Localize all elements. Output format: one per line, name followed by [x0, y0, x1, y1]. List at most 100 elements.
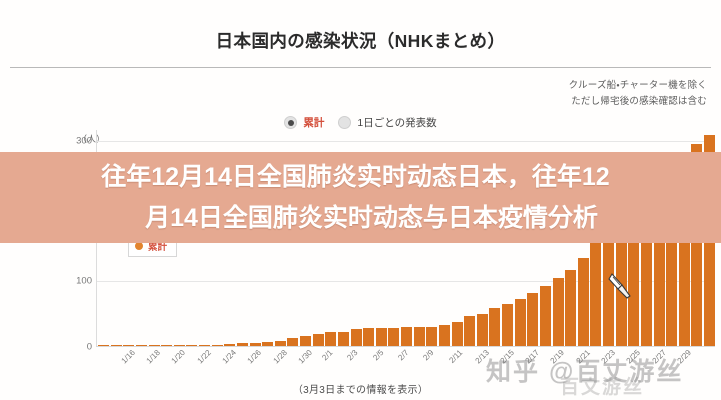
x-tick-label: 1/20 [170, 348, 188, 366]
y-axis-unit-label: （人） [78, 134, 106, 144]
bar [375, 328, 387, 346]
bar [110, 345, 122, 346]
x-tick-label: 2/29 [675, 348, 693, 366]
x-tick-label: 1/24 [220, 348, 238, 366]
chart-grid [96, 130, 716, 347]
bar [249, 343, 261, 346]
bar [678, 153, 690, 346]
x-tick-label: 2/13 [473, 348, 491, 366]
radio-option-cumulative[interactable]: 累計 [284, 115, 324, 130]
bar [123, 345, 135, 346]
bar [413, 327, 425, 346]
x-tick-label: 1/18 [144, 348, 163, 366]
bar [426, 327, 438, 346]
bar [628, 191, 640, 346]
bar [590, 240, 602, 346]
display-mode-radio-group[interactable]: 累計 1日ごとの発表数 [0, 115, 721, 130]
bar [438, 325, 450, 346]
bar [451, 322, 463, 346]
x-tick-label: 1/28 [271, 348, 289, 366]
bar [274, 340, 286, 346]
legend-color-swatch-icon [135, 242, 143, 250]
bar [337, 331, 349, 346]
bar [603, 223, 615, 346]
bar [388, 328, 400, 346]
bar [565, 270, 577, 346]
bar [287, 338, 299, 346]
bar [527, 293, 539, 346]
x-tick-label: 2/19 [549, 348, 567, 366]
x-tick-label: 2/27 [650, 348, 668, 366]
x-axis-labels: 1/16 1/18 1/20 1/22 1/24 1/26 1/28 1/30 2/1 2/3 2/… [96, 348, 715, 384]
x-tick-label: 2/7 [396, 348, 411, 363]
banner-line-2: 月14日全国肺炎实时动态与日本疫情分析 [145, 203, 598, 232]
bar [350, 329, 362, 346]
bar [173, 345, 185, 346]
x-tick-label: 2/9 [421, 348, 436, 363]
title-divider [10, 67, 711, 68]
y-tick-0: 0 [86, 341, 92, 353]
bar [262, 341, 274, 346]
overlay-title-banner: 往年12月14日全国肺炎实时动态日本，往年12 月14日全国肺炎实时动态与日本疫… [0, 152, 721, 243]
x-tick-label: 2/23 [599, 348, 617, 366]
bar [640, 181, 652, 346]
bar [300, 335, 312, 346]
bar [211, 344, 223, 346]
x-tick-label: 2/25 [624, 348, 643, 366]
chart-notes: クルーズ船・チャーター機を除く ただし帰宅後の感染確認は含む [569, 78, 707, 110]
chart-note-line-2: ただし帰宅後の感染確認は含む [571, 96, 707, 107]
x-tick-label: 1/22 [195, 348, 213, 366]
bar [464, 316, 476, 346]
x-tick-label: 1/26 [245, 348, 264, 366]
y-tick-100: 100 [76, 275, 92, 287]
bar [666, 163, 678, 346]
x-tick-label: 2/17 [523, 348, 542, 366]
radio-unselected-icon[interactable] [338, 116, 352, 129]
chart-title: 日本国内の感染状況（NHKまとめ） [215, 31, 506, 51]
bar [476, 313, 488, 346]
bar [363, 328, 375, 346]
bar [148, 345, 160, 346]
legend-label: 累計 [148, 242, 168, 253]
x-tick-label: 2/11 [447, 348, 465, 365]
bar [186, 345, 198, 346]
gridline-100 [96, 281, 715, 282]
radio-option-daily[interactable]: 1日ごとの発表数 [338, 115, 437, 130]
bar [539, 285, 551, 346]
bar [502, 303, 514, 346]
x-tick-label: 2/5 [370, 348, 386, 363]
banner-line-1: 往年12月14日全国肺炎实时动态日本，往年12 [101, 162, 610, 191]
bar [161, 345, 173, 346]
bar [325, 331, 337, 346]
bar [312, 333, 324, 346]
chart-footer-caption: （3月3日までの情報を表示） [292, 385, 429, 396]
radio-selected-icon[interactable] [284, 116, 298, 129]
x-tick-label: 2/15 [498, 348, 516, 366]
bar [135, 345, 147, 346]
bar [691, 144, 703, 346]
bar [653, 172, 665, 346]
radio-label-daily: 1日ごとの発表数 [357, 117, 437, 129]
x-tick-label: 1/30 [296, 348, 314, 366]
bar [577, 258, 589, 346]
pen-cursor-icon [608, 273, 631, 299]
chart-note-line-1: クルーズ船・チャーター機を除く [568, 80, 707, 91]
bar [489, 307, 501, 346]
radio-label-cumulative: 累計 [303, 117, 325, 129]
x-tick-label: 2/1 [320, 348, 335, 363]
x-tick-label: 2/3 [345, 348, 360, 363]
plot-area: （人） 300 200 100 0 累計 1/161/181/201/221/2… [0, 130, 721, 370]
y-tick-300: 300 [76, 135, 92, 147]
bar-series-cumulative [98, 130, 716, 346]
bar [514, 299, 526, 346]
bar [224, 343, 236, 346]
bar [401, 327, 413, 346]
bar [98, 345, 110, 346]
gridline-300 [96, 141, 715, 142]
x-tick-label: 1/16 [119, 348, 137, 366]
x-tick-label: 2/21 [574, 348, 592, 366]
bar [199, 345, 211, 346]
bar [552, 278, 564, 346]
bar [615, 209, 627, 346]
